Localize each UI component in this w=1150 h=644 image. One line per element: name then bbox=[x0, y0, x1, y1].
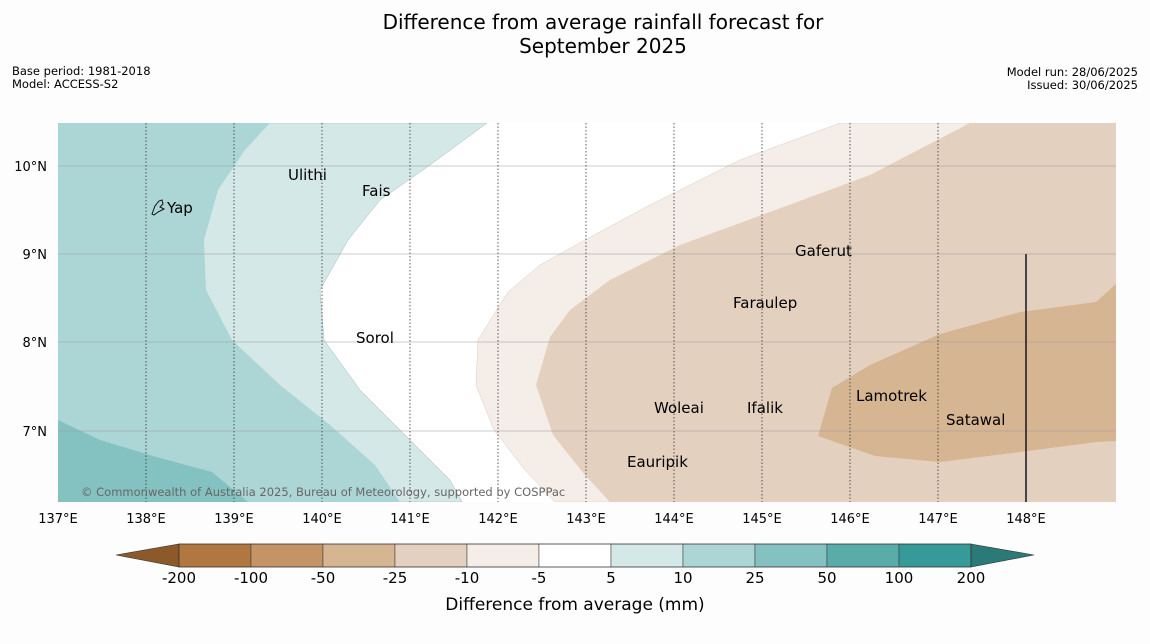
contour-25-to-50 bbox=[58, 420, 248, 502]
lon-tick-145e: 145°E bbox=[742, 512, 782, 527]
place-sorol: Sorol bbox=[356, 329, 394, 347]
place-yap: Yap bbox=[166, 199, 193, 217]
yap-island-shape bbox=[151, 199, 166, 216]
colorbar-cell bbox=[826, 543, 900, 568]
place-fais: Fais bbox=[362, 182, 391, 200]
lon-tick-148e: 148°E bbox=[1006, 512, 1046, 527]
colorbar-low-arrow bbox=[115, 543, 180, 568]
contour-10-to-25 bbox=[58, 123, 400, 502]
cbar-tick: 10 bbox=[673, 569, 692, 587]
cbar-tick: -50 bbox=[311, 569, 336, 587]
place-labels: Yap Ulithi Fais Gaferut Faraulep Sorol W… bbox=[166, 166, 1005, 471]
lon-tick-143e: 143°E bbox=[566, 512, 606, 527]
lat-tick-7n: 7°N bbox=[23, 425, 48, 440]
colorbar-cell bbox=[538, 543, 612, 568]
model-text: Model: ACCESS-S2 bbox=[12, 77, 119, 91]
place-ifalik: Ifalik bbox=[747, 399, 783, 417]
colorbar-title: Difference from average (mm) bbox=[445, 595, 704, 615]
title-line-1: Difference from average rainfall forecas… bbox=[382, 10, 824, 34]
issued-text: Issued: 30/06/2025 bbox=[1027, 78, 1138, 92]
longitude-gridlines bbox=[145, 123, 939, 502]
colorbar-cell bbox=[466, 543, 540, 568]
lon-tick-138e: 138°E bbox=[126, 512, 166, 527]
colorbar-cell bbox=[322, 543, 396, 568]
lon-tick-147e: 147°E bbox=[918, 512, 958, 527]
place-ulithi: Ulithi bbox=[288, 166, 327, 184]
cbar-tick: 25 bbox=[745, 569, 764, 587]
credit-text: © Commonwealth of Australia 2025, Bureau… bbox=[81, 485, 565, 499]
colorbar-cells bbox=[178, 543, 972, 568]
latitude-tick-labels: 10°N 9°N 8°N 7°N bbox=[14, 160, 47, 440]
colorbar-tick-labels: -200 -100 -50 -25 -10 -5 5 10 25 50 100 … bbox=[162, 569, 985, 587]
place-lamotrek: Lamotrek bbox=[856, 387, 927, 405]
contour-neg25-to-neg50 bbox=[818, 284, 1116, 462]
colorbar-cell bbox=[178, 543, 252, 568]
model-run-text: Model run: 28/06/2025 bbox=[1006, 65, 1138, 79]
lat-tick-8n: 8°N bbox=[23, 336, 48, 351]
title-line-2: September 2025 bbox=[519, 34, 687, 58]
colorbar-cell bbox=[682, 543, 756, 568]
lon-tick-144e: 144°E bbox=[654, 512, 694, 527]
cbar-tick: -5 bbox=[532, 569, 547, 587]
cbar-tick: -200 bbox=[162, 569, 196, 587]
map-title: Difference from average rainfall forecas… bbox=[300, 10, 906, 58]
cbar-tick: 50 bbox=[817, 569, 836, 587]
cbar-tick: -100 bbox=[234, 569, 268, 587]
lon-tick-141e: 141°E bbox=[390, 512, 430, 527]
lon-tick-146e: 146°E bbox=[830, 512, 870, 527]
map-area[interactable] bbox=[58, 123, 1116, 502]
lat-tick-9n: 9°N bbox=[23, 248, 48, 263]
lon-tick-137e: 137°E bbox=[38, 512, 78, 527]
colorbar-cell bbox=[250, 543, 324, 568]
place-eauripik: Eauripik bbox=[627, 453, 688, 471]
colorbar-cell bbox=[754, 543, 828, 568]
colorbar-high-arrow bbox=[970, 543, 1035, 568]
place-woleai: Woleai bbox=[654, 399, 704, 417]
cbar-tick: 200 bbox=[957, 569, 986, 587]
longitude-tick-labels: 137°E 138°E 139°E 140°E 141°E 142°E 143°… bbox=[38, 512, 1046, 527]
colorbar-cell bbox=[898, 543, 972, 568]
lat-tick-10n: 10°N bbox=[14, 160, 47, 175]
meta-right: Model run: 28/06/2025 Issued: 30/06/2025 bbox=[1007, 66, 1138, 92]
colorbar-cell bbox=[610, 543, 684, 568]
place-gaferut: Gaferut bbox=[795, 242, 852, 260]
meta-left: Base period: 1981-2018 Model: ACCESS-S2 bbox=[12, 65, 151, 91]
cbar-tick: -10 bbox=[455, 569, 480, 587]
place-satawal: Satawal bbox=[946, 411, 1005, 429]
colorbar-cell bbox=[394, 543, 468, 568]
cbar-tick: 5 bbox=[606, 569, 616, 587]
lon-tick-139e: 139°E bbox=[214, 512, 254, 527]
colorbar: -200 -100 -50 -25 -10 -5 5 10 25 50 100 … bbox=[115, 543, 1035, 615]
place-faraulep: Faraulep bbox=[733, 294, 797, 312]
base-period-text: Base period: 1981-2018 bbox=[12, 64, 151, 78]
colorbar-frame bbox=[178, 543, 972, 568]
lon-tick-140e: 140°E bbox=[302, 512, 342, 527]
cbar-tick: -25 bbox=[383, 569, 408, 587]
cbar-tick: 100 bbox=[885, 569, 914, 587]
lon-tick-142e: 142°E bbox=[478, 512, 518, 527]
